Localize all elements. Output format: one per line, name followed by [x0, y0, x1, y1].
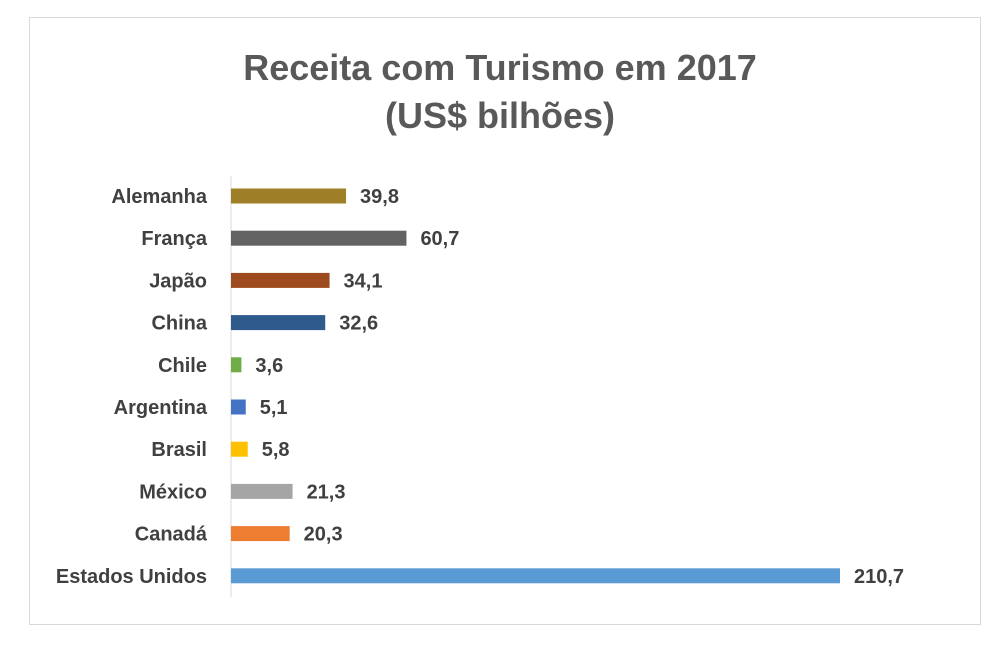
bar	[231, 230, 407, 246]
category-label: China	[151, 313, 207, 335]
category-labels-group: Alemanha França Japão China Chile Argentina Br…	[56, 186, 208, 588]
bar	[231, 188, 347, 204]
bar	[231, 315, 326, 331]
category-label: México	[139, 481, 207, 503]
value-label: 5,1	[260, 397, 288, 419]
category-label: França	[141, 228, 207, 250]
value-label: 210,7	[854, 566, 904, 588]
bar	[231, 441, 248, 457]
category-label: Alemanha	[111, 186, 207, 208]
category-label: Brasil	[151, 439, 207, 461]
bar	[231, 526, 290, 542]
bars-group	[231, 188, 840, 584]
bar	[231, 357, 242, 373]
value-label: 3,6	[255, 355, 283, 377]
value-label: 60,7	[420, 228, 459, 250]
chart-title-line2: (US$ bilhões)	[384, 95, 616, 136]
bar	[231, 568, 840, 584]
value-label: 39,8	[360, 186, 399, 208]
category-label: Japão	[149, 270, 207, 292]
bar	[231, 483, 293, 499]
category-label: Chile	[158, 355, 207, 377]
bar	[231, 272, 330, 288]
value-label: 21,3	[307, 481, 346, 503]
chart-title-line1: Receita com Turismo em 2017	[243, 47, 757, 88]
value-label: 20,3	[304, 524, 343, 546]
value-label: 34,1	[344, 270, 383, 292]
chart-frame	[29, 17, 981, 625]
chart-title: Receita com Turismo em 2017 (US$ bilhões…	[0, 44, 1000, 140]
value-label: 5,8	[262, 439, 290, 461]
category-label: Canadá	[135, 524, 208, 546]
value-label: 32,6	[339, 313, 378, 335]
value-labels-group: 39,8 60,7 34,1 32,6 3,6 5,1 5,8 21,3 20,3 210,7	[255, 186, 904, 588]
category-label: Argentina	[114, 397, 208, 419]
category-label: Estados Unidos	[56, 566, 207, 588]
bar	[231, 399, 246, 415]
